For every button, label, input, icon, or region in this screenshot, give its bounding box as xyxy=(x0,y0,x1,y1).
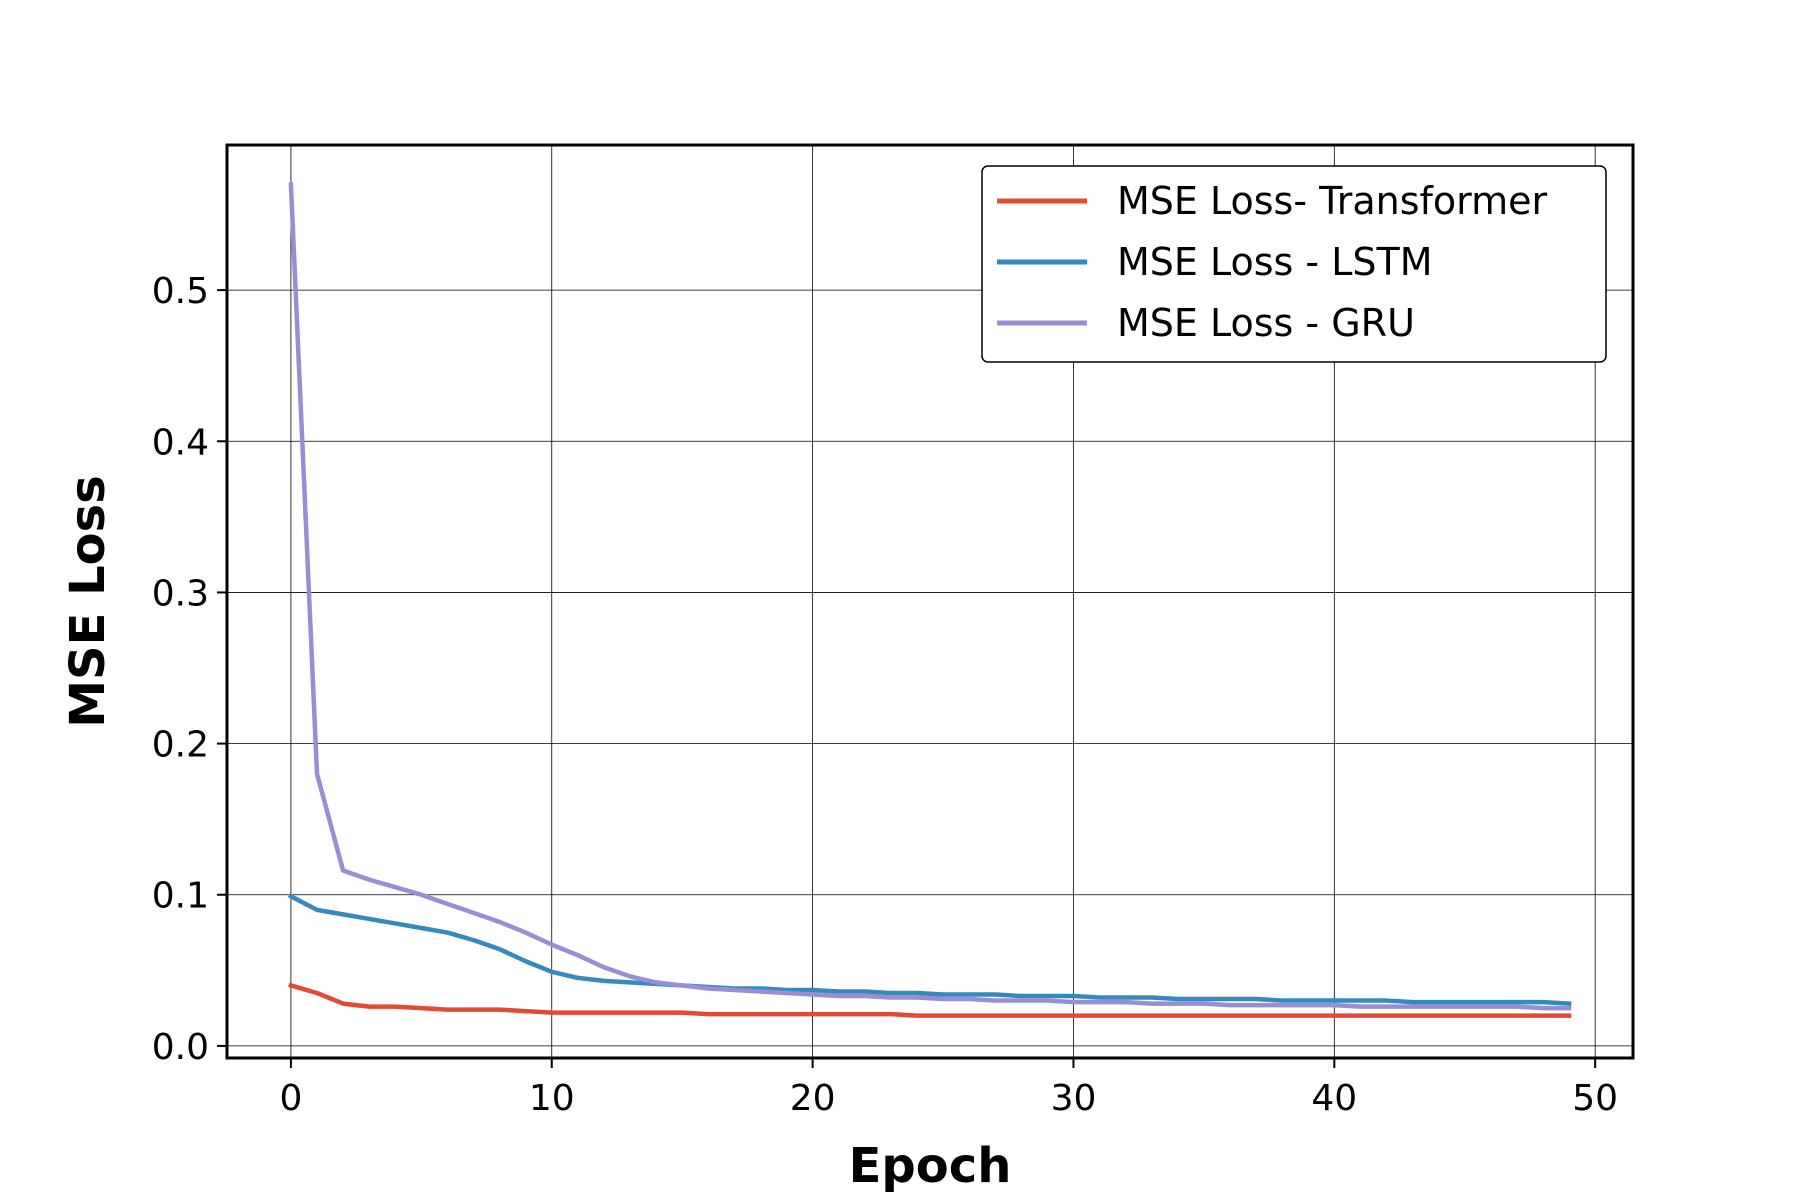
legend-label: MSE Loss - GRU xyxy=(1117,301,1415,345)
x-tick-label: 0 xyxy=(279,1078,302,1119)
y-tick-label: 0.0 xyxy=(152,1027,209,1068)
y-tick-label: 0.2 xyxy=(152,725,209,766)
y-tick-label: 0.4 xyxy=(152,422,209,463)
plot-frame xyxy=(225,143,1635,1060)
legend-box xyxy=(981,165,1607,363)
y-tick-label: 0.5 xyxy=(152,271,209,312)
grid xyxy=(227,145,1633,1058)
legend-label: MSE Loss - LSTM xyxy=(1117,240,1433,284)
series-lines xyxy=(287,181,1572,1018)
x-tick-label: 20 xyxy=(790,1078,836,1119)
y-tick-label: 0.1 xyxy=(152,876,209,917)
ticks: 0 10 20 30 40 50 0.0 0.1 0.2 0.3 0.4 0.5 xyxy=(152,271,1618,1119)
x-axis-title: Epoch xyxy=(849,1138,1012,1194)
legend: MSE Loss- Transformer MSE Loss - LSTM MSE … xyxy=(981,165,1607,363)
series-line-3 xyxy=(288,181,1572,1011)
x-tick-label: 50 xyxy=(1572,1078,1618,1119)
x-tick-label: 30 xyxy=(1051,1078,1097,1119)
legend-label: MSE Loss- Transformer xyxy=(1117,179,1548,223)
series-line-2 xyxy=(287,893,1572,1006)
y-tick-label: 0.3 xyxy=(152,573,209,614)
series-line-1 xyxy=(288,982,1572,1018)
x-tick-label: 10 xyxy=(529,1078,575,1119)
y-axis-title: MSE Loss xyxy=(60,475,116,728)
x-tick-label: 40 xyxy=(1311,1078,1357,1119)
